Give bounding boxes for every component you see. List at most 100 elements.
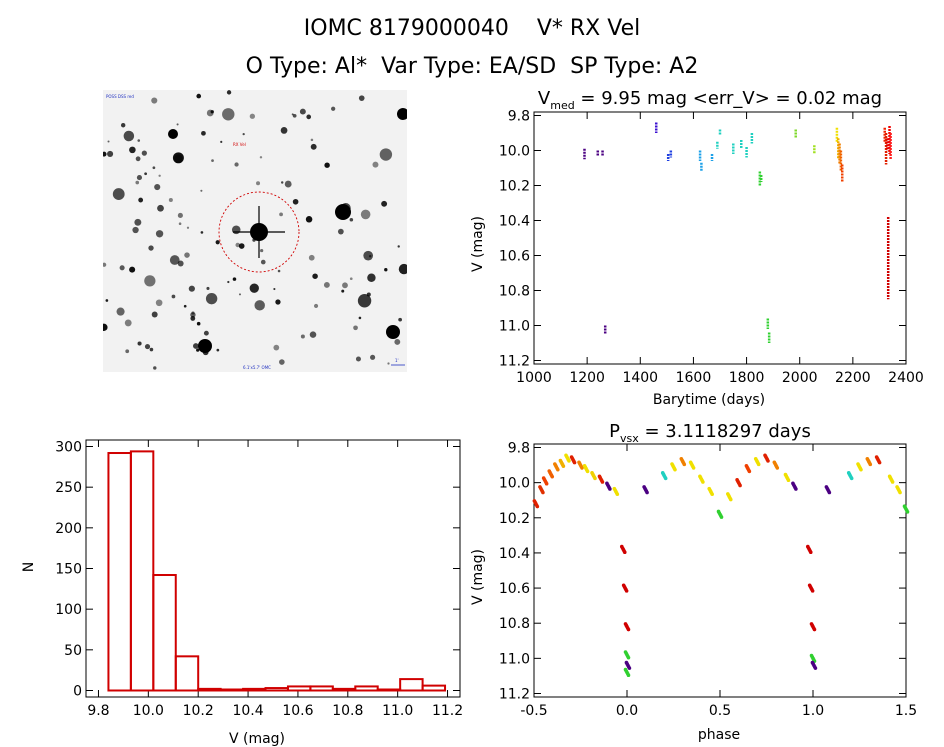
histogram-bar [331,687,357,692]
lightcurve-xlabel: Barytime (days) [653,392,765,408]
sky-star [238,243,245,249]
phased-point [766,459,770,463]
histogram-xtick-label: 10.6 [282,703,313,719]
sky-star [206,286,210,290]
sky-star [196,321,201,326]
phased-point [849,476,854,481]
phased-ytick-label: 10.6 [499,581,530,597]
sky-star [196,348,200,352]
lightcurve-ytick-label: 10.4 [499,214,530,230]
phased-point [682,462,687,467]
phased-point [756,462,761,467]
sky-star [275,299,281,305]
sky-star [305,216,313,223]
sky-star [178,222,182,226]
sky-star [203,330,209,336]
histogram-bar [219,688,245,692]
sky-star [120,123,126,128]
sky-star [188,285,195,292]
histogram-bar [242,687,267,692]
sky-star [216,348,220,352]
phased-point [813,666,818,670]
phased-point [541,490,545,495]
phased-point [608,487,612,491]
sky-star [137,139,141,142]
phased-point [593,476,597,481]
lightcurve-ytick-label: 10.6 [499,249,530,265]
sky-star [370,354,376,360]
sky-star [129,146,136,154]
phased-point [544,481,549,486]
sky-star [254,300,265,311]
phased-point [808,550,813,555]
sky-star [154,183,161,191]
bright-star [198,339,212,353]
sky-star [103,262,107,267]
phased-xtick-label: 0.5 [709,703,731,719]
phased-ytick-label: 11.0 [499,651,530,667]
phased-panel: Pvsx = 3.1118297 days phase V (mag) -0.5… [470,421,917,743]
sky-star [157,204,164,212]
lightcurve-ylabel: V (mag) [470,216,486,272]
phased-point [738,483,742,488]
lightcurve-title: Vmed = 9.95 mag <err_V> = 0.02 mag [538,88,882,112]
sky-star [273,287,276,291]
lightcurve-xtick-label: 2200 [835,370,871,386]
phased-point [626,627,631,632]
sky-star [226,90,232,95]
phased-point [898,490,902,495]
sky-star [313,303,319,309]
phased-point [691,466,696,470]
histogram-ytick-label: 100 [55,602,82,618]
sky-star [358,316,362,320]
sky-star [387,362,390,365]
sky-star [308,254,315,261]
phased-ytick-label: 10.0 [499,476,530,492]
sky-star [168,197,173,203]
sky-star [155,230,164,238]
sky-star [310,143,317,150]
sky-star [123,130,135,142]
phased-point [673,467,677,472]
sky-star [363,250,374,261]
sky-star [184,252,190,258]
chart-title-line1: IOMC 8179000040 V* RX Vel [303,16,641,41]
sky-star [256,181,261,186]
lightcurve-xtick-label: 2000 [782,370,818,386]
sky-star [141,150,147,156]
histogram-frame [85,439,461,698]
histogram-bar [174,655,200,692]
sky-star [331,106,336,111]
sky-star [105,299,109,302]
phased-xtick-label: 0.0 [616,703,638,719]
sky-star [144,344,151,350]
phased-point [905,510,910,514]
sky-star [299,108,306,115]
phased-ytick-label: 10.8 [499,616,530,632]
sky-star [129,266,136,273]
sky-star [232,277,237,281]
sky-star [116,307,125,316]
sky-star [200,231,204,234]
sky-star [177,260,184,267]
sky-star [135,180,140,185]
sky-star [323,282,330,288]
sky-star [119,265,125,271]
phased-point [572,460,577,465]
phased-point [615,492,620,497]
sky-star [337,228,344,235]
sky-star [280,127,288,134]
phased-point [710,492,714,497]
phased-point [701,480,705,484]
sky-star [151,97,158,104]
phased-point [859,467,863,472]
sky-star [103,323,108,332]
sky-star [273,344,280,351]
histogram-xlabel: V (mag) [229,731,285,747]
phased-xtick-label: 1.0 [802,703,824,719]
sky-star [124,319,132,327]
phased-point [794,487,798,491]
sky-star [136,175,142,181]
sky-stars [103,90,407,370]
sky-star [384,268,388,272]
